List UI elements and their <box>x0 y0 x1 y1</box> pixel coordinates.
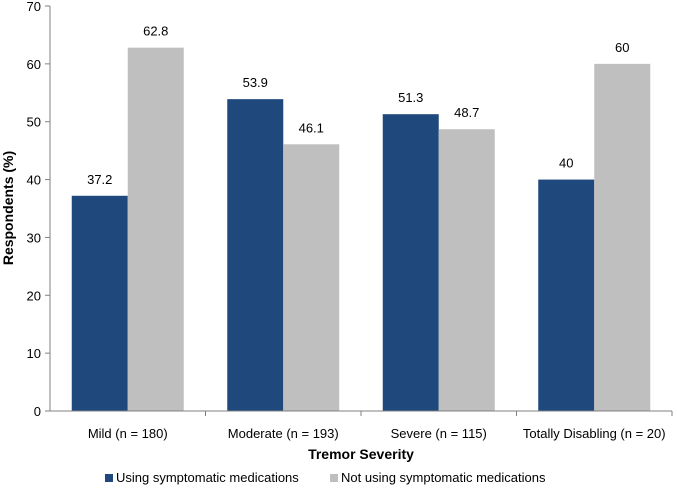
bar-series-1-category-3 <box>594 63 651 411</box>
bar-value-label: 48.7 <box>454 105 479 120</box>
y-tick-label: 50 <box>27 115 41 130</box>
bar-value-label: 53.9 <box>243 75 268 90</box>
bars: 37.2 62.8 53.9 46.1 51.3 48.7 40 60 <box>71 24 651 412</box>
x-tick-label: Moderate (n = 193) <box>228 426 339 441</box>
bar-value-label: 51.3 <box>398 90 423 105</box>
x-tick-label: Mild (n = 180) <box>88 426 168 441</box>
legend-label-0: Using symptomatic medications <box>116 470 299 485</box>
y-tick-label: 30 <box>27 230 41 245</box>
legend-swatch-1 <box>330 474 338 482</box>
y-axis: 0 10 20 30 40 50 60 70 <box>27 0 51 419</box>
legend-label-1: Not using symptomatic medications <box>341 470 546 485</box>
bar-value-label: 40 <box>559 156 573 171</box>
legend-swatch-0 <box>105 474 113 482</box>
x-axis-title: Tremor Severity <box>308 446 414 462</box>
y-tick-label: 60 <box>27 57 41 72</box>
y-tick-label: 40 <box>27 173 41 188</box>
bar-series-1-category-0 <box>127 47 184 412</box>
bar-value-label: 37.2 <box>87 172 112 187</box>
legend: Using symptomatic medications Not using s… <box>105 470 546 485</box>
x-tick-label: Severe (n = 115) <box>391 426 487 441</box>
bar-series-0-category-1 <box>227 99 284 412</box>
y-tick-label: 70 <box>27 0 41 14</box>
y-tick-label: 20 <box>27 288 41 303</box>
bar-value-label: 46.1 <box>299 120 324 135</box>
bar-series-1-category-1 <box>283 144 340 411</box>
y-tick-label: 0 <box>34 404 41 419</box>
bar-series-0-category-3 <box>538 179 595 411</box>
bar-series-0-category-0 <box>71 195 128 411</box>
x-tick-label: Totally Disabling (n = 20) <box>523 426 666 441</box>
x-axis: Mild (n = 180) Moderate (n = 193) Severe (… <box>50 410 673 441</box>
bar-series-0-category-2 <box>382 114 439 411</box>
y-tick-label: 10 <box>27 346 41 361</box>
y-axis-title: Respondents (%) <box>0 151 16 265</box>
bar-value-label: 62.8 <box>143 24 168 39</box>
bar-series-1-category-2 <box>438 129 495 411</box>
bar-value-label: 60 <box>615 40 629 55</box>
